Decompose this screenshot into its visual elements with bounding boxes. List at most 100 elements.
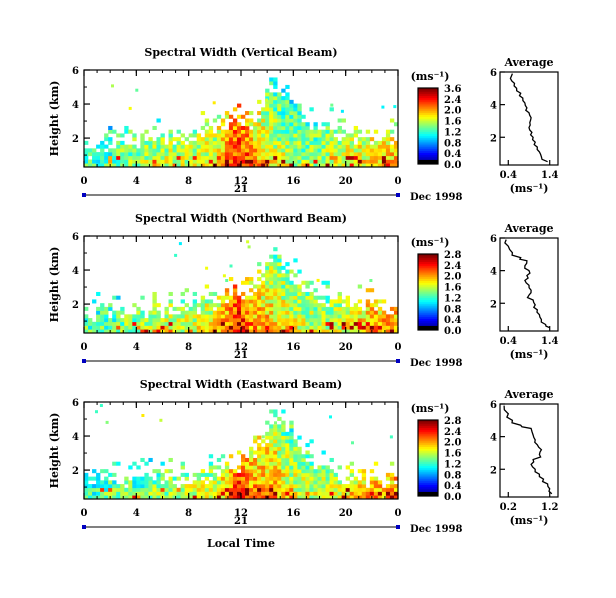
- heatmap-cell: [269, 318, 274, 323]
- heatmap-cell: [232, 291, 238, 296]
- heatmap-cell: [281, 476, 286, 481]
- heatmap-cell: [351, 441, 354, 445]
- colorbar-floor: [418, 160, 438, 164]
- heatmap-cell: [281, 314, 286, 319]
- heatmap-cell: [261, 484, 266, 489]
- heatmap-cell: [297, 152, 302, 157]
- heatmap-cell: [88, 163, 93, 168]
- heatmap-cell: [373, 495, 379, 500]
- heatmap-cell: [301, 472, 306, 477]
- heatmap-cell: [353, 491, 359, 496]
- heatmap-cell: [393, 325, 399, 330]
- heatmap-cell: [265, 148, 270, 153]
- heatmap-cell: [273, 472, 278, 477]
- heatmap-cell: [108, 137, 113, 142]
- heatmap-cell: [236, 303, 242, 308]
- heatmap-cell: [84, 306, 89, 311]
- heatmap-cell: [188, 329, 193, 334]
- heatmap-cell: [297, 457, 302, 462]
- heatmap-cell: [277, 111, 282, 116]
- heatmap-cell: [313, 495, 318, 500]
- heatmap-cell: [265, 472, 270, 477]
- colorbar-step: [418, 444, 438, 447]
- heatmap-cell: [277, 428, 282, 433]
- heatmap-cell: [204, 163, 210, 168]
- heatmap-cell: [257, 310, 262, 315]
- heatmap-cell: [269, 435, 274, 440]
- heatmap-cell: [152, 495, 157, 500]
- heatmap-cell: [393, 155, 399, 160]
- heatmap-cell: [224, 461, 230, 466]
- heatmap-cell: [241, 306, 246, 311]
- heatmap-cell: [152, 329, 157, 334]
- heatmap-cell: [285, 140, 290, 145]
- heatmap-cell: [168, 314, 173, 319]
- heatmap-cell: [369, 137, 375, 142]
- heatmap-cell: [96, 159, 101, 164]
- heatmap-cell: [361, 318, 367, 323]
- heatmap-cell: [273, 144, 278, 149]
- heatmap-cell: [216, 155, 222, 160]
- heatmap-cell: [265, 103, 270, 108]
- heatmap-cell: [124, 314, 129, 319]
- heatmap-cell: [301, 303, 306, 308]
- heatmap-cell: [269, 148, 274, 153]
- heatmap-cell: [105, 420, 109, 424]
- heatmap-cell: [204, 144, 210, 149]
- heatmap-cell: [253, 439, 258, 444]
- heatmap-cell: [305, 140, 310, 145]
- heatmap-cell: [241, 155, 246, 160]
- heatmap-cell: [136, 495, 141, 500]
- heatmap-cell: [152, 469, 157, 474]
- heatmap-cell: [100, 491, 105, 496]
- heatmap-cell: [128, 480, 133, 485]
- heatmap-cell: [265, 325, 270, 330]
- heatmap-cell: [381, 137, 387, 142]
- average-y-tick-label: 4: [490, 433, 497, 444]
- heatmap-cell: [208, 318, 214, 323]
- heatmap-cell: [241, 487, 246, 492]
- heatmap-cell: [236, 137, 242, 142]
- heatmap-cell: [261, 295, 266, 300]
- colorbar-tick-label: 2.4: [444, 427, 461, 438]
- heatmap-cell: [349, 318, 355, 323]
- heatmap-cell: [281, 454, 286, 459]
- heatmap-cell: [120, 491, 125, 496]
- heatmap-cell: [232, 118, 238, 123]
- heatmap-cell: [305, 465, 310, 470]
- heatmap-cell: [212, 148, 218, 153]
- heatmap-cell: [172, 306, 177, 311]
- heatmap-cell: [241, 461, 246, 466]
- heatmap-cell: [309, 144, 314, 149]
- heatmap-cell: [257, 450, 262, 455]
- heatmap-cell: [341, 484, 346, 489]
- heatmap-cell: [192, 129, 198, 134]
- heatmap-cell: [96, 310, 101, 315]
- heatmap-cell: [273, 476, 278, 481]
- heatmap-cell: [321, 280, 326, 285]
- heatmap-cell: [305, 329, 310, 334]
- colorbar-step: [418, 158, 438, 161]
- heatmap-cell: [112, 310, 117, 315]
- heatmap-cell: [205, 266, 209, 270]
- heatmap-cell: [220, 299, 226, 304]
- heatmap-cell: [249, 122, 254, 127]
- heatmap-cell: [317, 465, 322, 470]
- heatmap-cell: [285, 273, 290, 278]
- heatmap-cell: [293, 144, 298, 149]
- heatmap-cell: [184, 325, 189, 330]
- heatmap-cell: [196, 159, 202, 164]
- heatmap-cell: [297, 159, 302, 164]
- heatmap-cell: [305, 125, 310, 130]
- average-profile-line: [504, 239, 550, 329]
- heatmap-cell: [261, 446, 266, 451]
- heatmap-cell: [232, 133, 238, 138]
- heatmap-cell: [269, 96, 274, 101]
- heatmap-cell: [196, 137, 202, 142]
- heatmap-cell: [172, 487, 177, 492]
- heatmap-cell: [152, 491, 157, 496]
- colorbar-step: [418, 284, 438, 287]
- heatmap-cell: [293, 114, 298, 119]
- heatmap-cell: [293, 484, 298, 489]
- heatmap-cell: [232, 314, 238, 319]
